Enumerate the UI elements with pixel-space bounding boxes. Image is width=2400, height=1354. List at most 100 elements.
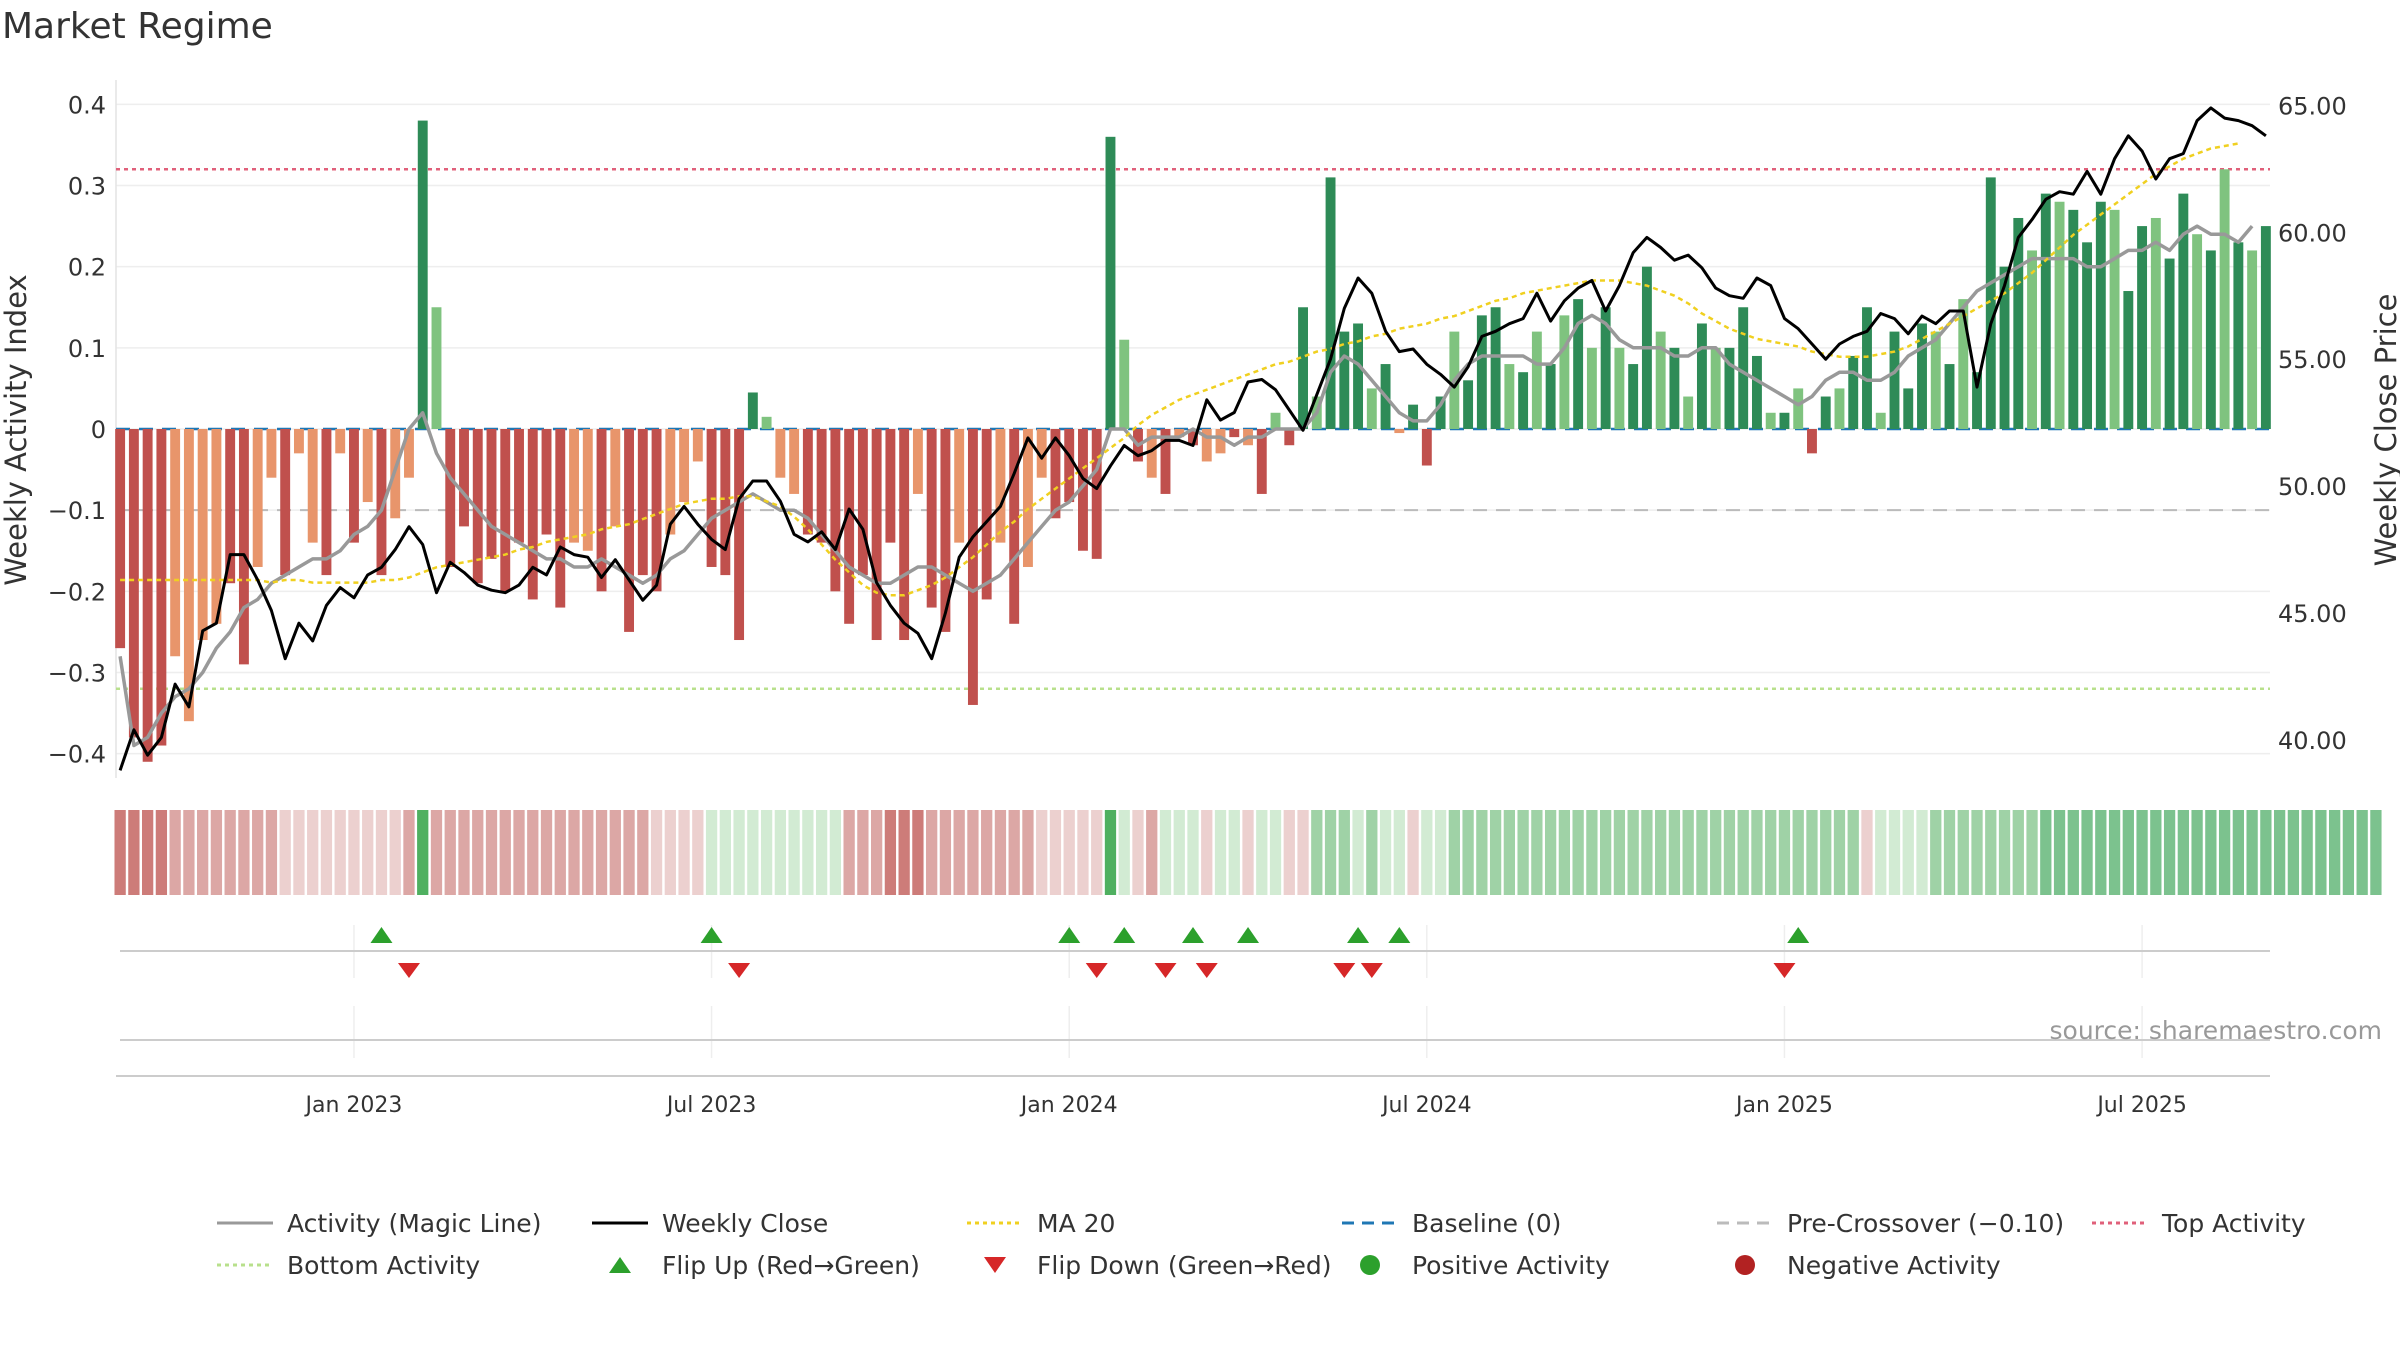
legend-swatch-icon xyxy=(590,1211,650,1235)
regime-cell xyxy=(1159,810,1172,895)
y-tick-labels: 0.4 0.3 0.2 0.1 0 −0.1 −0.2 −0.3 −0.4 xyxy=(48,91,106,768)
regime-cell xyxy=(1049,810,1062,895)
regime-cell xyxy=(1311,810,1323,895)
activity-bar xyxy=(885,429,896,543)
regime-cell xyxy=(2150,810,2162,895)
activity-bar xyxy=(1779,412,1790,429)
legend-swatch-icon xyxy=(590,1253,650,1277)
activity-bar xyxy=(555,429,566,608)
activity-bar xyxy=(1972,372,1982,429)
activity-bar xyxy=(1353,323,1364,429)
legend-item: Flip Down (Green→Red) xyxy=(965,1247,1340,1283)
activity-bar xyxy=(211,429,222,624)
activity-bar xyxy=(871,429,882,641)
activity-bar xyxy=(2013,217,2024,429)
activity-bar xyxy=(2027,250,2037,429)
regime-cell xyxy=(1572,810,1584,895)
series-lines xyxy=(118,106,2267,771)
activity-bar xyxy=(431,307,442,429)
flip-up-marker xyxy=(1113,927,1136,943)
activity-bar xyxy=(225,429,236,584)
regime-cell xyxy=(1847,810,1859,895)
regime-cell xyxy=(2122,810,2134,895)
activity-bar xyxy=(692,429,703,462)
activity-bar xyxy=(1655,331,1666,429)
x-tick-label: Jan 2025 xyxy=(1734,1093,1833,1118)
flip-up-marker xyxy=(1237,927,1260,943)
regime-cell xyxy=(1682,810,1694,895)
legend-item: Activity (Magic Line) xyxy=(215,1205,590,1241)
y-tick-label: −0.3 xyxy=(48,659,106,687)
regime-cell xyxy=(1366,810,1378,895)
source-label: source: sharemaestro.com xyxy=(2049,1016,2383,1045)
activity-bar xyxy=(1889,331,1900,429)
x-tick-labels: Jan 2023 Jul 2023 Jan 2024 Jul 2024 Jan 2025… xyxy=(304,1093,2187,1118)
activity-bar xyxy=(1738,307,1749,429)
regime-cell xyxy=(1434,810,1447,895)
regime-cell xyxy=(650,810,663,895)
regime-cell xyxy=(1187,810,1199,895)
legend-label: Positive Activity xyxy=(1412,1250,1610,1280)
activity-bar xyxy=(252,429,263,567)
activity-bar xyxy=(624,429,635,632)
regime-cell xyxy=(1668,810,1681,895)
legend-label: Flip Down (Green→Red) xyxy=(1037,1250,1332,1280)
regime-cell xyxy=(926,810,938,895)
activity-bar xyxy=(1408,404,1419,429)
regime-cell xyxy=(774,810,786,895)
regime-cell xyxy=(389,810,401,895)
regime-cell xyxy=(1104,810,1117,895)
legend-item: Flip Up (Red→Green) xyxy=(590,1247,965,1283)
activity-bar xyxy=(816,429,827,543)
regime-cell xyxy=(2108,810,2121,895)
activity-bar xyxy=(362,429,373,503)
activity-bar xyxy=(417,120,428,430)
activity-bar xyxy=(1862,307,1872,429)
activity-bar xyxy=(1256,429,1267,494)
y2-tick-label: 45.00 xyxy=(2278,600,2347,628)
activity-bar xyxy=(2068,209,2079,429)
regime-cell xyxy=(1517,810,1529,895)
activity-bar xyxy=(899,429,910,641)
activity-bar xyxy=(1999,266,2010,429)
regime-cell xyxy=(1558,810,1571,895)
regime-cell xyxy=(2191,810,2203,895)
activity-bar xyxy=(1339,331,1350,429)
regime-strip xyxy=(114,810,2382,895)
activity-bar xyxy=(582,429,593,551)
regime-cell xyxy=(788,810,800,895)
flip-down-marker xyxy=(1154,963,1177,978)
activity-bar xyxy=(1600,307,1611,429)
regime-cell xyxy=(362,810,374,895)
regime-cell xyxy=(430,810,443,895)
regime-cell xyxy=(609,810,621,895)
regime-cell xyxy=(2315,810,2327,895)
activity-bar xyxy=(1270,412,1281,429)
regime-cell xyxy=(307,810,319,895)
activity-bar xyxy=(926,429,937,608)
activity-bar xyxy=(321,429,332,576)
activity-bar xyxy=(747,392,758,429)
activity-bar xyxy=(2247,250,2258,429)
regime-cell xyxy=(981,810,993,895)
flip-down-marker xyxy=(728,963,751,978)
regime-cell xyxy=(1242,810,1254,895)
activity-bar xyxy=(1834,388,1845,429)
y2-tick-label: 55.00 xyxy=(2278,346,2347,374)
flip-up-marker xyxy=(1347,927,1370,943)
regime-cell xyxy=(210,810,223,895)
activity-bar xyxy=(1518,372,1529,429)
regime-cell xyxy=(1269,810,1282,895)
regime-cell xyxy=(898,810,910,895)
regime-cell xyxy=(719,810,731,895)
regime-cell xyxy=(1544,810,1557,895)
activity-bar xyxy=(679,429,690,503)
activity-bar xyxy=(2054,201,2065,429)
legend: Activity (Magic Line) Weekly Close MA 20 Ba… xyxy=(215,1205,2315,1283)
regime-cell xyxy=(403,810,415,895)
activity-bar xyxy=(967,429,978,705)
activity-bar xyxy=(1146,429,1157,478)
regime-cell xyxy=(224,810,236,895)
regime-cell xyxy=(1957,810,1969,895)
